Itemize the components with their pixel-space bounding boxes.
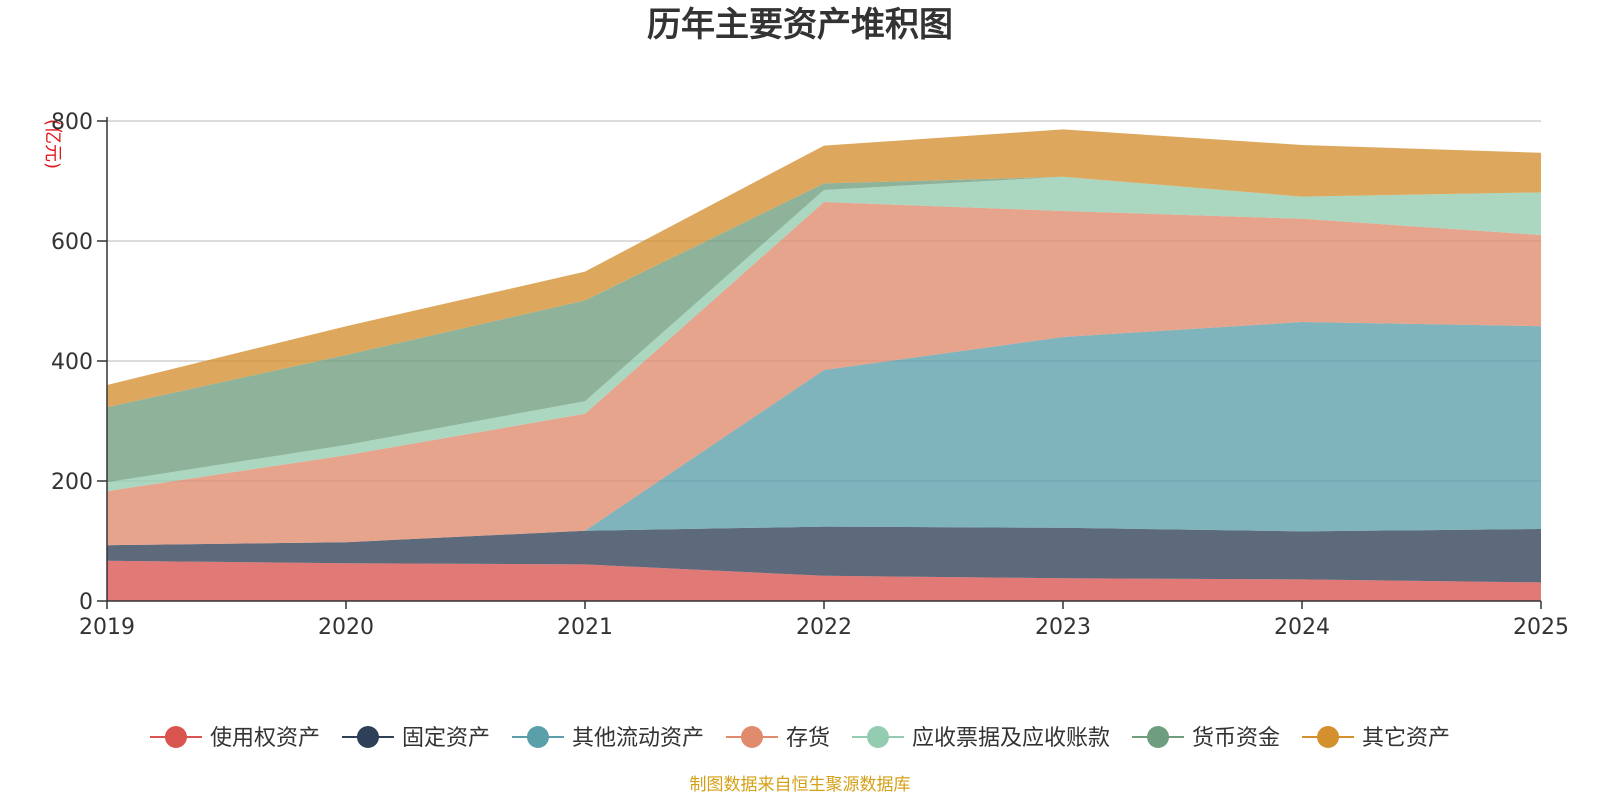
area-series-7 [107, 129, 1541, 408]
legend-circle-marker [526, 726, 549, 748]
legend-label: 其它资产 [1362, 726, 1450, 751]
y-tick-label: 800 [51, 110, 93, 135]
y-tick-label: 400 [51, 350, 93, 375]
legend-circle-marker [867, 726, 890, 748]
legend-label: 货币资金 [1192, 726, 1280, 751]
legend-label: 存货 [786, 726, 830, 751]
legend-item-6[interactable]: 货币资金 [1132, 726, 1280, 751]
legend-item-5[interactable]: 应收票据及应收账款 [852, 726, 1110, 751]
area-series-2 [107, 526, 1541, 583]
legend-circle-marker [740, 726, 763, 748]
legend-item-4[interactable]: 存货 [725, 726, 830, 751]
y-axis-unit-label: (亿元) [42, 119, 63, 169]
y-tick-label: 600 [51, 230, 93, 255]
area-series-3 [107, 322, 1541, 546]
chart-title: 历年主要资产堆积图 [647, 5, 953, 45]
y-tick-label: 0 [79, 590, 93, 615]
x-tick-label: 2024 [1274, 615, 1330, 640]
area-series-6 [107, 176, 1541, 483]
x-tick-label: 2019 [79, 615, 135, 640]
area-series-1 [107, 560, 1541, 601]
axes: 0 200 400 600 800 2019 2020 2021 2022 2023 2024 202… [51, 110, 1569, 640]
legend-circle-marker [356, 726, 379, 748]
x-tick-label: 2022 [796, 615, 852, 640]
x-tick-label: 2023 [1035, 615, 1091, 640]
legend-label: 固定资产 [402, 726, 490, 751]
legend-circle-marker [164, 726, 187, 748]
legend-item-1[interactable]: 使用权资产 [149, 726, 320, 751]
area-series-group [107, 129, 1541, 601]
x-tick-label: 2025 [1513, 615, 1569, 640]
area-series-4 [107, 202, 1541, 546]
y-tick-label: 200 [51, 470, 93, 495]
legend-item-7[interactable]: 其它资产 [1302, 726, 1450, 751]
legend-item-2[interactable]: 固定资产 [341, 726, 490, 751]
legend-label: 其他流动资产 [572, 726, 704, 751]
legend-circle-marker [1317, 726, 1340, 748]
legend-label: 使用权资产 [210, 726, 320, 751]
legend: 使用权资产 固定资产 其他流动资产 存货 应收票据及应收账款 货币资金 其它资产 [149, 726, 1450, 751]
legend-circle-marker [1147, 726, 1170, 748]
source-note: 制图数据来自恒生聚源数据库 [690, 775, 911, 795]
area-series-5 [107, 176, 1541, 492]
legend-label: 应收票据及应收账款 [912, 726, 1110, 751]
x-tick-label: 2020 [318, 615, 374, 640]
x-tick-label: 2021 [557, 615, 613, 640]
legend-item-3[interactable]: 其他流动资产 [511, 726, 704, 751]
